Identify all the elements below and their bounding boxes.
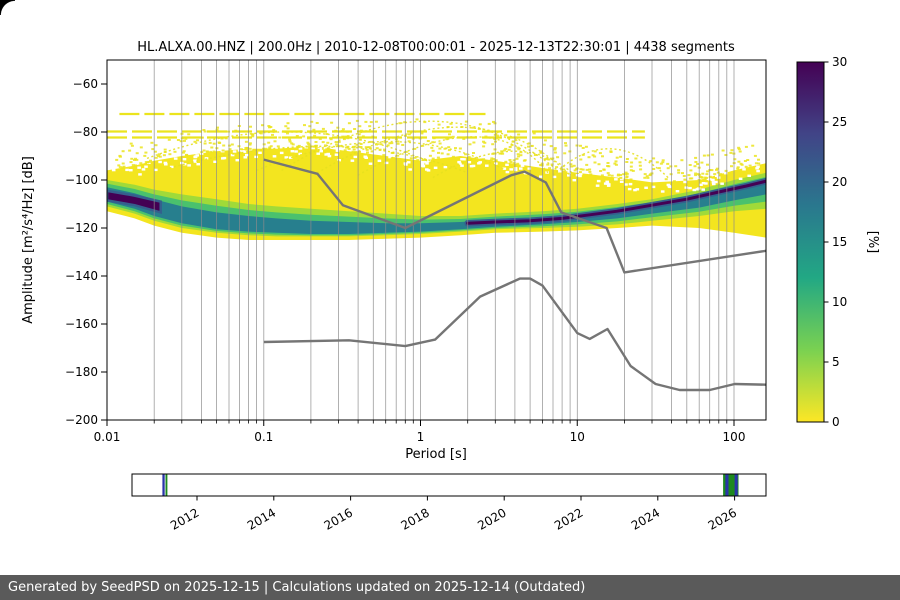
svg-text:−140: −140 bbox=[65, 269, 98, 283]
svg-text:2020: 2020 bbox=[475, 505, 508, 532]
plot-title: HL.ALXA.00.HNZ | 200.0Hz | 2010-12-08T00… bbox=[137, 40, 735, 55]
ppsd-figure: 0.01 0.1 1 10 100−60−80−100−120−140−160−180−… bbox=[21, 40, 880, 533]
noise-model-nlnm bbox=[263, 277, 766, 392]
svg-text:30: 30 bbox=[832, 55, 847, 69]
gridlines bbox=[153, 60, 735, 420]
svg-text:20: 20 bbox=[832, 175, 847, 189]
svg-text:2018: 2018 bbox=[398, 505, 431, 532]
svg-text:−60: −60 bbox=[73, 77, 98, 91]
y-axis-label: Amplitude [m²/s⁴/Hz] [dB] bbox=[21, 156, 36, 324]
svg-text:2014: 2014 bbox=[245, 505, 278, 532]
artifact-lines bbox=[107, 112, 645, 139]
svg-text:2016: 2016 bbox=[322, 505, 355, 532]
svg-text:−100: −100 bbox=[65, 173, 98, 187]
svg-text:100: 100 bbox=[723, 430, 746, 444]
y-axis-ticks: −60 −80 −100 −120 −140 −160 −180 −200 bbox=[65, 77, 107, 427]
svg-text:−120: −120 bbox=[65, 221, 98, 235]
chart-render-root: 0.01 0.1 1 10 100−60−80−100−120−140−160−180−… bbox=[65, 55, 847, 533]
svg-text:10: 10 bbox=[570, 430, 585, 444]
svg-text:2024: 2024 bbox=[629, 505, 662, 532]
window-corner-artifact bbox=[0, 0, 15, 15]
timeline-marks bbox=[162, 474, 739, 496]
status-text: Generated by SeedPSD on 2025-12-15 | Cal… bbox=[8, 580, 586, 595]
svg-text:−200: −200 bbox=[65, 413, 98, 427]
svg-text:−180: −180 bbox=[65, 365, 98, 379]
svg-text:0.01: 0.01 bbox=[94, 430, 121, 444]
x-axis-label: Period [s] bbox=[405, 447, 467, 462]
plot-border bbox=[106, 59, 767, 421]
svg-text:5: 5 bbox=[832, 355, 840, 369]
timeline bbox=[131, 473, 767, 497]
svg-text:0.1: 0.1 bbox=[254, 430, 273, 444]
noise-model-nhnm bbox=[263, 158, 766, 274]
colorbar-label: [%] bbox=[865, 231, 880, 254]
status-bar: Generated by SeedPSD on 2025-12-15 | Cal… bbox=[0, 575, 900, 600]
svg-text:−80: −80 bbox=[73, 125, 98, 139]
ppsd-mode-line bbox=[464, 177, 766, 227]
svg-text:1: 1 bbox=[417, 430, 425, 444]
svg-text:15: 15 bbox=[832, 235, 847, 249]
svg-text:0: 0 bbox=[832, 415, 840, 429]
timeline-labels: 2012 2014 2016 2018 2020 2022 2024 2026 bbox=[168, 496, 739, 533]
svg-text:10: 10 bbox=[832, 295, 847, 309]
svg-text:2026: 2026 bbox=[706, 505, 739, 532]
svg-text:−160: −160 bbox=[65, 317, 98, 331]
svg-text:2012: 2012 bbox=[168, 505, 201, 532]
speckle-layer bbox=[111, 118, 761, 193]
ppsd-heatmap bbox=[107, 146, 766, 240]
x-axis-ticks: 0.01 0.1 1 10 100 bbox=[94, 420, 746, 444]
colorbar: 0 5 10 15 20 25 30 bbox=[796, 55, 847, 429]
svg-text:25: 25 bbox=[832, 115, 847, 129]
svg-text:2022: 2022 bbox=[552, 505, 585, 532]
